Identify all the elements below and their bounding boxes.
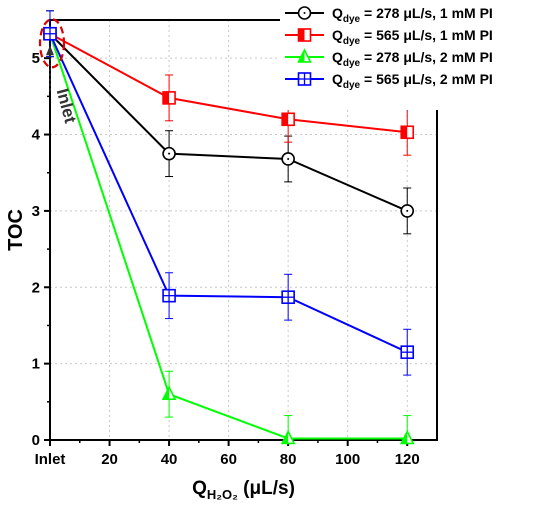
series-line: [49, 32, 408, 134]
series-line: [49, 33, 408, 212]
data-point-half: [163, 91, 170, 104]
x-tick-label: 80: [280, 451, 297, 468]
series-2: [42, 10, 415, 445]
legend-label: Qdye = 278 μL/s, 1 mM PI: [332, 5, 493, 25]
data-point-half: [282, 113, 289, 126]
legend-marker-half: [298, 29, 305, 41]
plot-frame: [49, 19, 438, 441]
data-point-dot: [406, 209, 409, 212]
legend-background: [280, 0, 550, 110]
data-point-half: [163, 387, 170, 400]
legend-entry-3: Qdye = 565 μL/s, 2 mM PI: [285, 71, 493, 91]
series: [42, 10, 415, 445]
legend-label: Qdye = 565 μL/s, 1 mM PI: [332, 27, 493, 47]
legend-entry-0: Qdye = 278 μL/s, 1 mM PI: [285, 5, 493, 25]
data-point-half: [401, 126, 408, 139]
x-tick-label: 120: [395, 451, 420, 468]
legend-label: Qdye = 565 μL/s, 2 mM PI: [332, 71, 493, 91]
y-axis-title: TOC: [5, 209, 27, 251]
x-tick-label: 100: [335, 451, 360, 468]
y-tick-label: 0: [32, 432, 40, 449]
legend-marker-dot: [303, 12, 306, 14]
x-axis-title: QH₂O₂ (μL/s): [192, 478, 295, 502]
x-tick-label: 60: [220, 451, 237, 468]
y-tick-label: 5: [32, 50, 40, 67]
y-tick-label: 4: [32, 127, 41, 144]
data-point-dot: [287, 157, 290, 160]
y-tick-label: 3: [32, 203, 40, 220]
x-tick-label: 40: [161, 451, 178, 468]
data-point-half: [401, 431, 408, 444]
inlet-highlight-ellipse: [38, 18, 66, 69]
legend-entry-1: Qdye = 565 μL/s, 1 mM PI: [285, 27, 493, 47]
x-tick-label: 20: [101, 451, 118, 468]
series-line: [49, 33, 408, 354]
y-tick-label: 2: [32, 279, 40, 296]
data-point-dot: [168, 152, 171, 155]
x-tick-label: Inlet: [35, 451, 66, 468]
legend-label: Qdye = 278 μL/s, 2 mM PI: [332, 49, 493, 69]
y-tick-label: 1: [32, 356, 40, 373]
legend-entry-2: Qdye = 278 μL/s, 2 mM PI: [285, 48, 493, 69]
legend-marker-half: [298, 50, 305, 62]
series-line: [49, 33, 408, 440]
data-point-half: [282, 431, 289, 444]
axes: Inlet 20 40 60 80 100 120 0 1 2 3 4 5 QH₂O₂ (μL/s) TOC: [5, 19, 438, 502]
inlet-arrow-head: [46, 45, 54, 56]
series-3: [43, 10, 415, 376]
